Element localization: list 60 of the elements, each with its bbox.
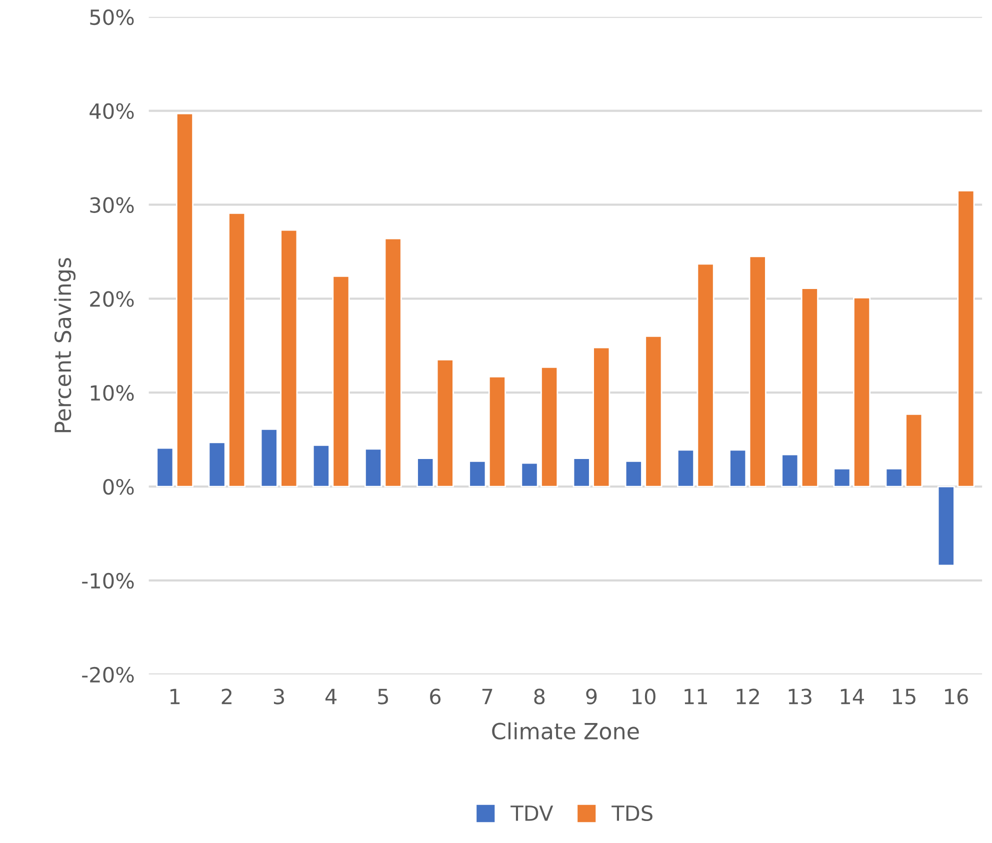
bar xyxy=(592,346,610,488)
x-tick-label: 12 xyxy=(736,688,759,704)
x-tick-label: 14 xyxy=(840,688,864,704)
bar xyxy=(364,448,382,488)
bar xyxy=(905,414,923,488)
bar xyxy=(937,486,955,566)
x-tick-label: 5 xyxy=(378,688,388,704)
bar xyxy=(520,462,538,488)
bar xyxy=(436,359,454,488)
bar xyxy=(384,238,402,488)
bar xyxy=(572,458,590,488)
bar xyxy=(540,366,558,488)
bar xyxy=(228,212,246,488)
bar xyxy=(644,336,662,488)
y-tick-label: 10% xyxy=(90,385,134,401)
x-tick-label: 11 xyxy=(684,688,707,704)
y-tick-label: 50% xyxy=(90,9,134,26)
legend-label: TDS xyxy=(612,805,652,822)
y-axis-title: Percent Savings xyxy=(54,258,76,432)
x-tick-label: 15 xyxy=(892,688,916,704)
bar xyxy=(748,256,766,488)
bar xyxy=(488,376,506,488)
legend-label: TDV xyxy=(510,806,554,821)
bar xyxy=(312,444,330,488)
bar xyxy=(260,428,278,488)
x-tick-label: 13 xyxy=(788,688,812,704)
bar xyxy=(176,112,194,488)
bar xyxy=(696,263,714,488)
bar xyxy=(853,297,871,488)
x-tick-label: 6 xyxy=(430,688,441,704)
y-tick-label: 20% xyxy=(90,291,134,307)
x-tick-label: 9 xyxy=(586,688,597,704)
x-axis-title: Climate Zone xyxy=(492,722,639,740)
y-tick-label: -10% xyxy=(82,572,134,589)
y-tick-label: 0% xyxy=(103,478,134,495)
x-tick-label: 10 xyxy=(632,688,656,704)
bar xyxy=(957,190,975,488)
bar xyxy=(624,460,642,488)
bar xyxy=(833,468,851,488)
bar xyxy=(729,449,747,488)
y-tick-label: 40% xyxy=(90,103,134,120)
bar xyxy=(800,288,818,488)
x-tick-label: 8 xyxy=(534,688,545,704)
bar xyxy=(416,458,434,488)
x-tick-label: 3 xyxy=(274,688,284,704)
bar xyxy=(468,460,486,488)
bar xyxy=(280,229,298,488)
bar xyxy=(781,454,799,488)
x-tick-label: 1 xyxy=(170,688,180,704)
x-tick-label: 4 xyxy=(325,688,337,704)
x-tick-label: 7 xyxy=(482,688,492,704)
bar xyxy=(332,275,350,488)
bar xyxy=(156,447,174,488)
x-tick-label: 16 xyxy=(945,688,968,704)
bar xyxy=(676,449,695,488)
x-tick-label: 2 xyxy=(222,688,232,704)
y-tick-label: -20% xyxy=(82,666,134,683)
y-tick-label: 30% xyxy=(90,197,134,213)
bar xyxy=(885,468,903,488)
bar xyxy=(208,442,226,488)
